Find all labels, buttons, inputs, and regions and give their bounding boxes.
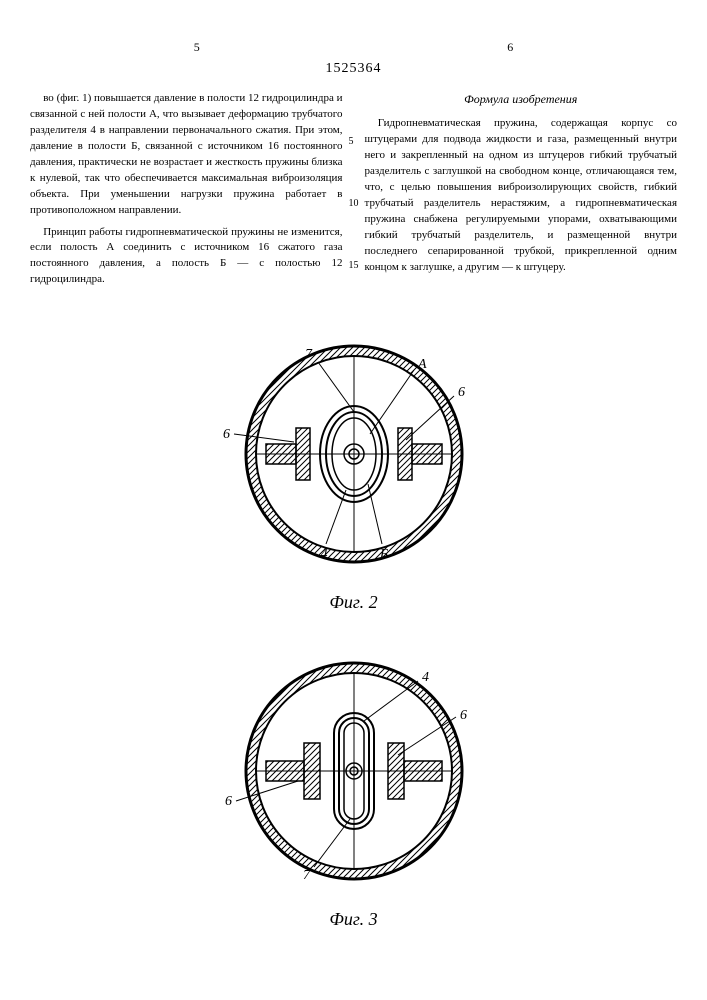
left-para-1: во (фиг. 1) повышается давление в полост…: [30, 91, 343, 219]
leader-6r: 6: [460, 708, 467, 723]
page-num-left: 5: [41, 40, 352, 55]
leader-6l: 6: [223, 427, 230, 442]
leader-7: 7: [305, 347, 313, 362]
figure-2: 7 А 6 6 4 Б: [194, 324, 514, 584]
line-marker: 10: [349, 197, 359, 212]
page-num-right: 6: [355, 40, 666, 55]
leader-6l: 6: [225, 794, 232, 809]
leader-7: 7: [303, 868, 311, 883]
leader-4: 4: [320, 547, 327, 562]
leader-A: А: [417, 357, 427, 372]
leader-B: Б: [378, 547, 387, 562]
page-numbers: 5 6: [30, 40, 677, 55]
line-marker: 5: [349, 135, 354, 150]
right-column: 5 10 15 Формула изобретения Гидропневмат…: [365, 91, 678, 294]
figures-block: 7 А 6 6 4 Б Фиг. 2: [30, 324, 677, 930]
left-para-2: Принцип работы гидропневматической пружи…: [30, 225, 343, 289]
right-para-1: Гидропневматическая пружина, содержащая …: [365, 116, 678, 275]
figure-3-label: Фиг. 3: [30, 909, 677, 930]
line-marker: 15: [349, 259, 359, 274]
claim-heading: Формула изобретения: [365, 91, 678, 108]
figure-3: 4 6 6 7: [194, 641, 514, 901]
text-columns: во (фиг. 1) повышается давление в полост…: [30, 91, 677, 294]
left-column: во (фиг. 1) повышается давление в полост…: [30, 91, 343, 294]
document-number: 1525364: [30, 61, 677, 77]
leader-6r: 6: [458, 385, 465, 400]
leader-4: 4: [422, 670, 429, 685]
figure-2-label: Фиг. 2: [30, 592, 677, 613]
